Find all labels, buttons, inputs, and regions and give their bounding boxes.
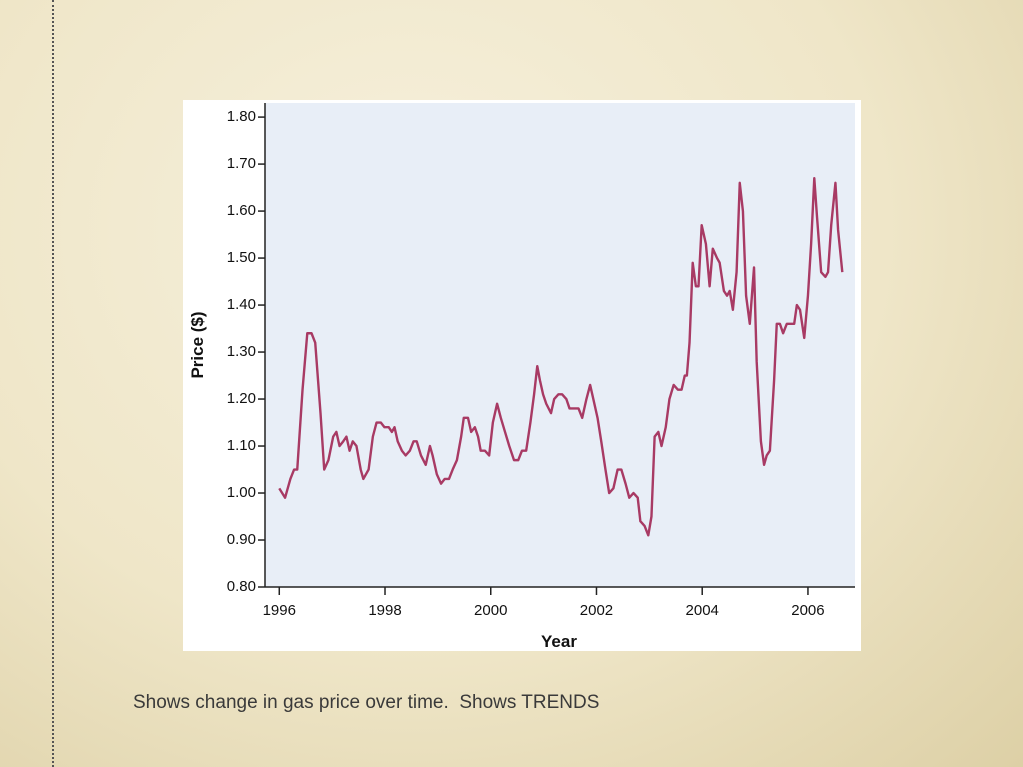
plot-area: [265, 103, 855, 587]
x-tick-label: 2006: [791, 602, 824, 619]
y-tick-label: 1.10: [227, 437, 256, 454]
y-tick-label: 1.30: [227, 343, 256, 360]
y-tick-label: 0.90: [227, 531, 256, 548]
dotted-rule: [52, 0, 54, 767]
x-tick-label: 2000: [474, 602, 507, 619]
x-axis-title: Year: [541, 632, 577, 651]
y-tick-label: 1.40: [227, 296, 256, 313]
y-tick-label: 1.20: [227, 390, 256, 407]
y-tick-label: 0.80: [227, 578, 256, 595]
y-tick-label: 1.60: [227, 202, 256, 219]
y-tick-label: 1.70: [227, 155, 256, 172]
caption: Shows change in gas price over time. Sho…: [133, 692, 600, 713]
x-tick-label: 2002: [580, 602, 613, 619]
x-tick-label: 2004: [686, 602, 719, 619]
x-tick-label: 1996: [263, 602, 296, 619]
x-tick-label: 1998: [368, 602, 401, 619]
price-line: [278, 176, 844, 537]
y-tick-label: 1.80: [227, 108, 256, 125]
y-tick-label: 1.00: [227, 484, 256, 501]
y-axis-title: Price ($): [188, 311, 207, 378]
y-tick-label: 1.50: [227, 249, 256, 266]
